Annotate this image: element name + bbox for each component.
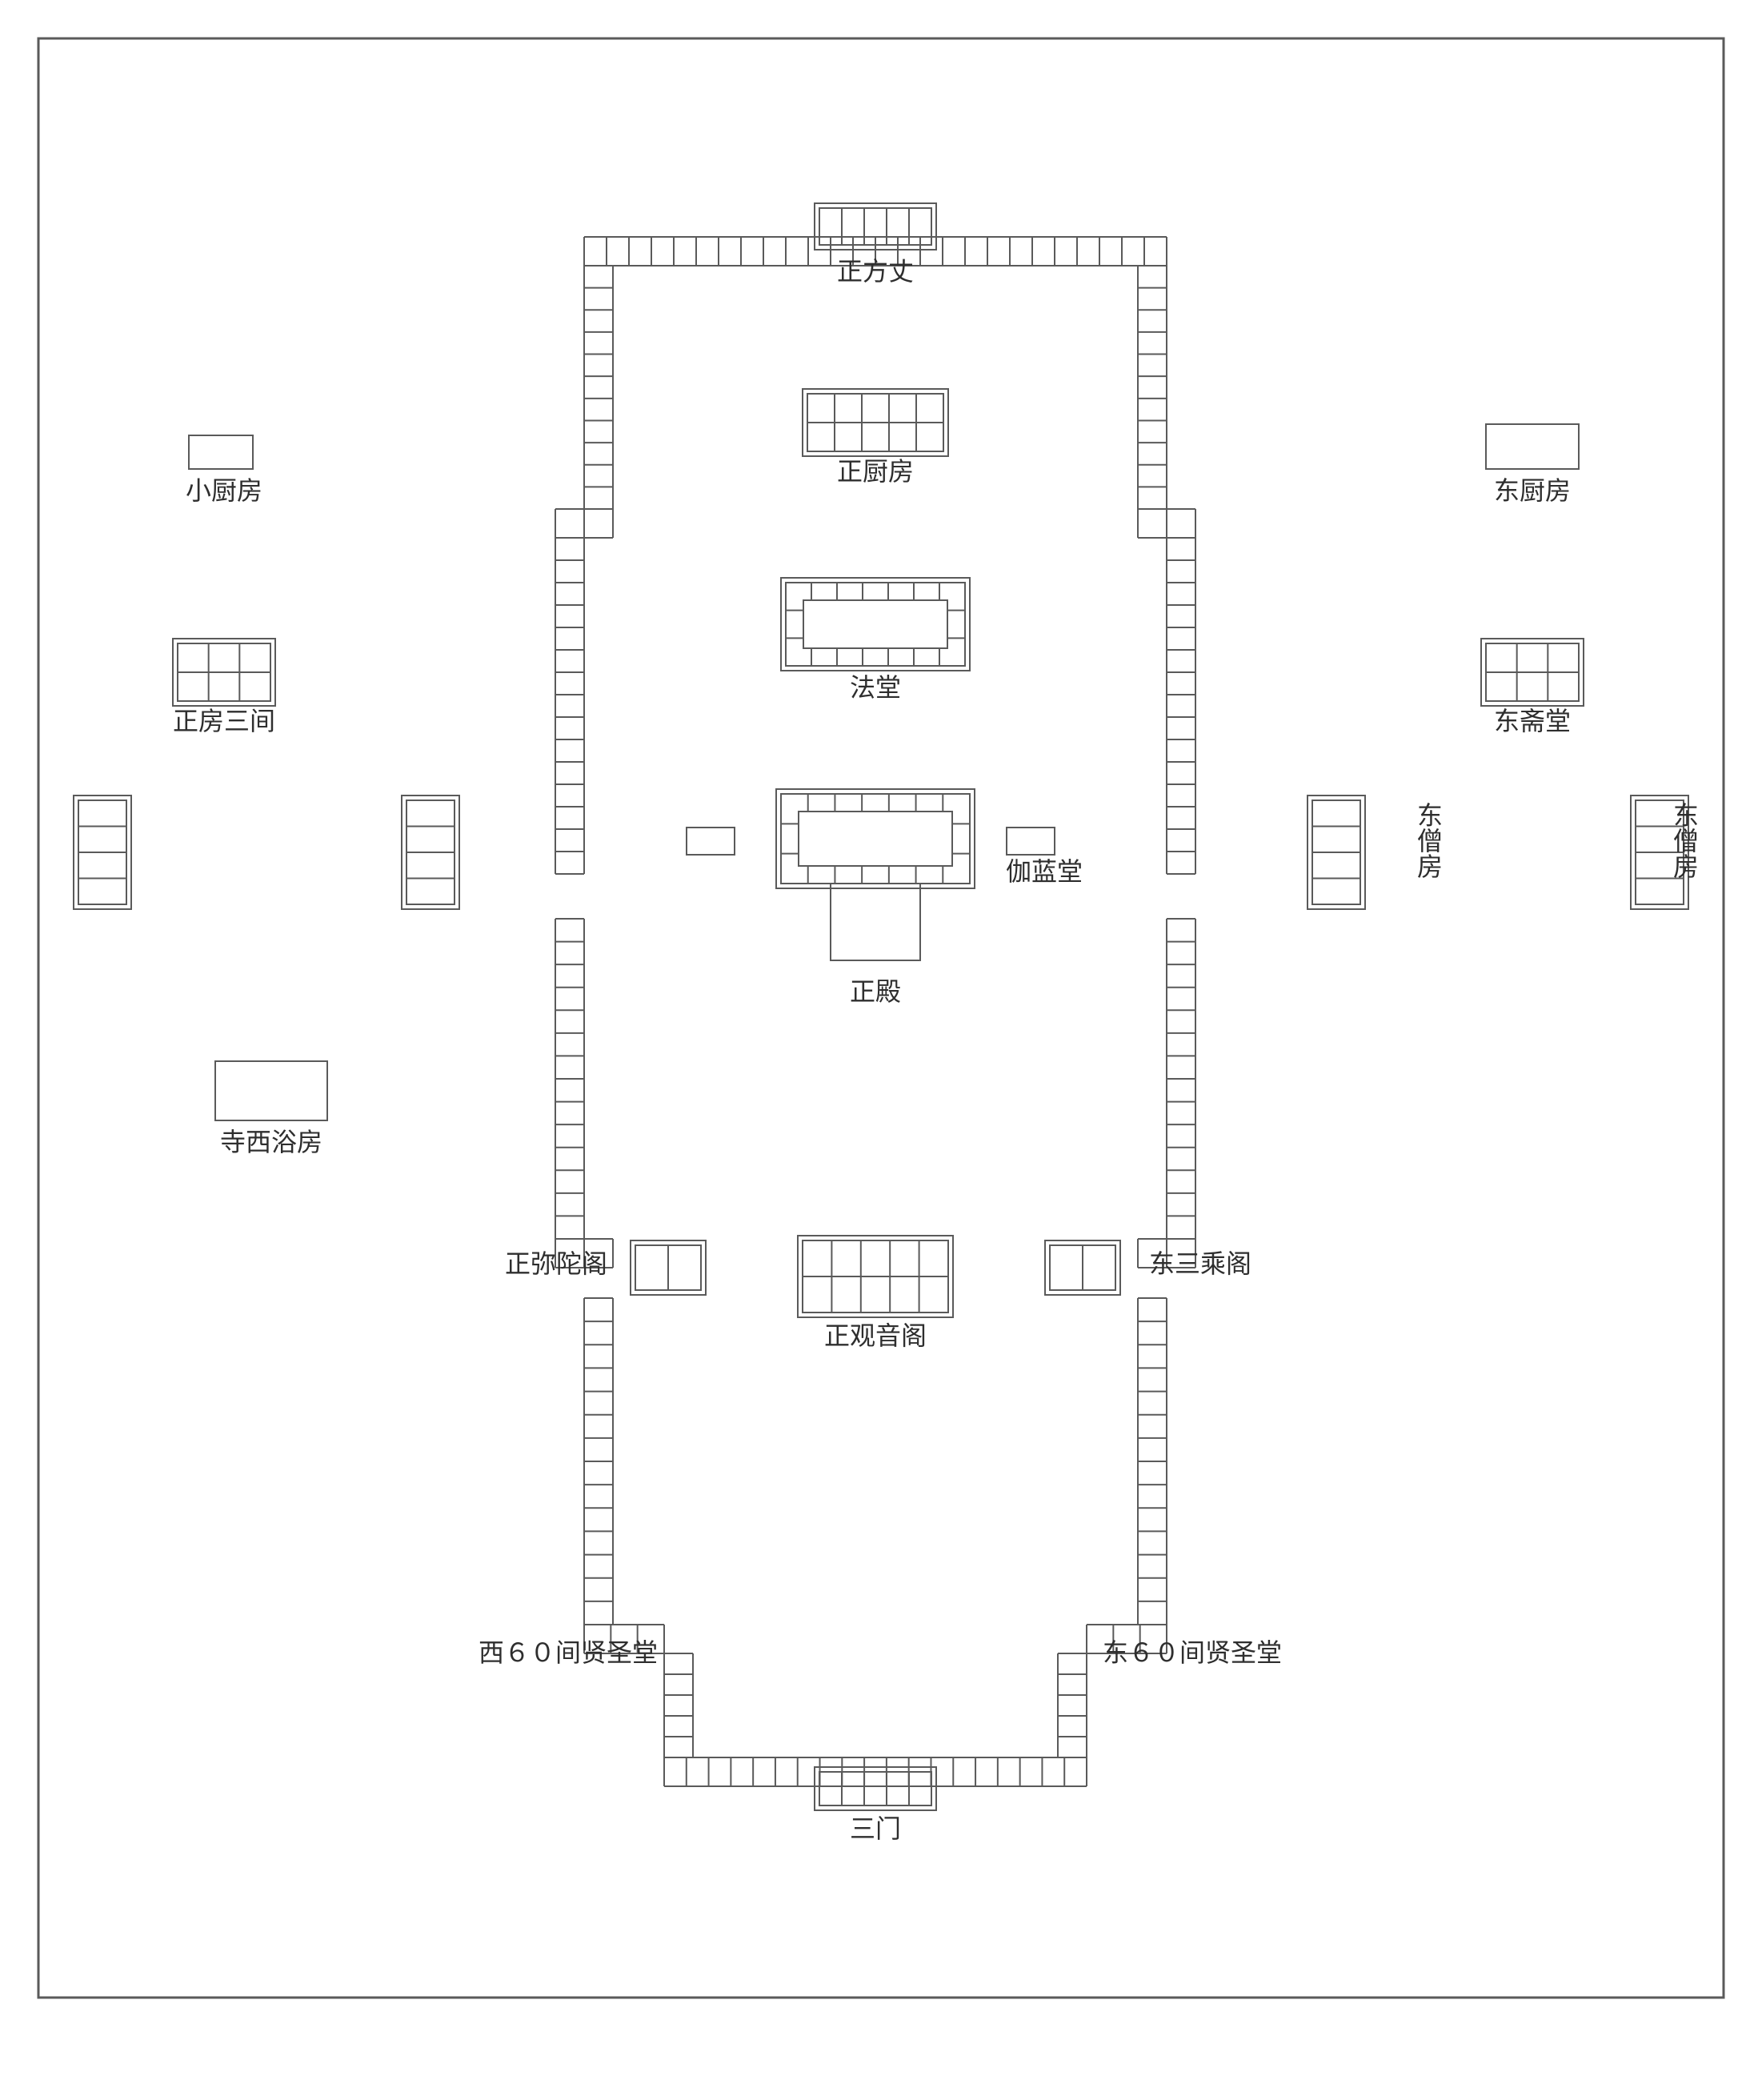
label-sengfang_e2: 东僧房 [1670, 802, 1699, 879]
label-chufang_w: 小厨房 [186, 476, 262, 505]
label-sengfang_e1: 东僧房 [1414, 802, 1443, 879]
label-east60: 东６０间贤圣堂 [1103, 1638, 1282, 1667]
label-bathhouse: 寺西浴房 [220, 1128, 322, 1156]
label-garan: 伽蓝堂 [1006, 857, 1083, 886]
label-sanmen: 三门 [850, 1814, 901, 1843]
label-chufang_e: 东厨房 [1494, 476, 1571, 505]
label-zhengdian: 正殿 [850, 977, 901, 1006]
label-fatang: 法堂 [850, 673, 901, 702]
label-fangzhang: 正方丈 [837, 257, 914, 286]
label-west60: 西６０间贤圣堂 [479, 1638, 658, 1667]
label-chufang_c: 正厨房 [837, 457, 914, 486]
label-zhaitang: 正房三间 [173, 707, 275, 735]
label-zhaitang_e: 东斋堂 [1494, 707, 1571, 735]
label-sancheng: 东三乘阁 [1149, 1249, 1251, 1278]
label-mituo: 正弥陀阁 [505, 1249, 607, 1278]
label-guanyin: 正观音阁 [824, 1321, 927, 1350]
